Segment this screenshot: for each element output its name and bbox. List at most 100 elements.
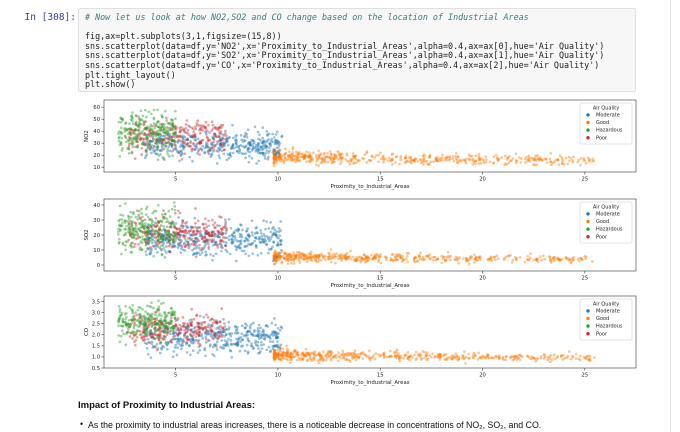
scatter-point bbox=[378, 354, 382, 358]
scatter-point bbox=[191, 226, 195, 229]
scatter-point bbox=[167, 249, 171, 253]
scatter-point bbox=[146, 137, 149, 140]
scatter-point bbox=[168, 239, 171, 242]
scatter-point bbox=[237, 228, 241, 232]
scatter-point bbox=[260, 333, 264, 337]
scatter-point bbox=[273, 317, 276, 320]
scatter-point bbox=[289, 158, 293, 162]
scatter-point bbox=[217, 135, 221, 139]
scatter-point bbox=[186, 137, 190, 141]
scatter-point bbox=[519, 161, 523, 164]
scatter-point bbox=[146, 241, 150, 245]
scatter-point bbox=[361, 258, 365, 262]
scatter-point bbox=[552, 256, 556, 259]
scatter-point bbox=[123, 135, 127, 139]
scatter-point bbox=[128, 137, 132, 140]
scatter-point bbox=[292, 154, 296, 158]
x-axis-label: Proximity_to_Industrial_Areas bbox=[330, 283, 409, 289]
scatter-point bbox=[271, 347, 275, 351]
scatter-point bbox=[273, 256, 277, 259]
scatter-point bbox=[174, 331, 178, 335]
x-axis-label: Proximity_to_Industrial_Areas bbox=[330, 380, 409, 386]
scatter-point bbox=[272, 233, 275, 237]
scatter-point bbox=[315, 254, 319, 258]
scatter-point bbox=[204, 131, 208, 135]
scatter-point bbox=[283, 153, 286, 156]
scatter-point bbox=[156, 307, 159, 311]
scatter-point bbox=[291, 150, 295, 154]
scatter-point bbox=[119, 120, 123, 124]
legend-marker bbox=[586, 128, 590, 132]
scatter-point bbox=[177, 233, 180, 236]
scatter-point bbox=[229, 339, 233, 342]
scatter-figure: 5 10 15 20 25102030405060Proximity_to_Indust… bbox=[84, 99, 637, 386]
scatter-point bbox=[277, 255, 280, 259]
scatter-point bbox=[192, 143, 196, 146]
scatter-point bbox=[381, 155, 385, 159]
scatter-point bbox=[230, 238, 234, 241]
scatter-point bbox=[219, 146, 223, 149]
scatter-point bbox=[317, 361, 321, 365]
scatter-point bbox=[276, 252, 279, 255]
scatter-point bbox=[277, 156, 280, 160]
scatter-point bbox=[202, 226, 206, 230]
scatter-point bbox=[373, 255, 377, 259]
scatter-point bbox=[211, 144, 215, 147]
scatter-point bbox=[368, 356, 371, 360]
scatter-point bbox=[587, 158, 591, 162]
scatter-point bbox=[535, 358, 539, 361]
scatter-point bbox=[192, 252, 196, 256]
scatter-point bbox=[222, 137, 225, 141]
scatter-point bbox=[339, 255, 343, 258]
scatter-point bbox=[267, 248, 271, 251]
scatter-point bbox=[327, 351, 331, 354]
scatter-point bbox=[287, 256, 291, 259]
scatter-point bbox=[134, 137, 138, 141]
scatter-point bbox=[566, 162, 570, 166]
scatter-point bbox=[235, 150, 239, 153]
scatter-point bbox=[544, 157, 548, 161]
legend-label: Poor bbox=[596, 135, 608, 141]
scatter-point bbox=[423, 257, 427, 261]
scatter-point bbox=[404, 154, 408, 158]
scatter-point bbox=[294, 254, 298, 258]
scatter-point bbox=[145, 241, 149, 244]
scatter-point bbox=[194, 147, 197, 151]
scatter-point bbox=[166, 129, 170, 133]
scatter-point bbox=[285, 344, 289, 348]
scatter-point bbox=[274, 259, 278, 263]
scatter-point bbox=[272, 153, 276, 156]
scatter-point bbox=[142, 339, 145, 342]
scatter-point bbox=[148, 232, 152, 235]
code-cell[interactable]: # Now let us look at how NO2,SO2 and CO … bbox=[78, 8, 636, 92]
scatter-point bbox=[591, 157, 594, 161]
scatter-point bbox=[294, 254, 298, 258]
scatter-point bbox=[197, 239, 201, 243]
scatter-point bbox=[266, 157, 270, 161]
scatter-point bbox=[128, 230, 132, 234]
scatter-point bbox=[223, 244, 227, 247]
scatter-point bbox=[270, 235, 273, 239]
scatter-point bbox=[238, 349, 242, 353]
scatter-point bbox=[328, 255, 331, 259]
scatter-point bbox=[318, 156, 321, 160]
scatter-point bbox=[138, 221, 141, 225]
scatter-point bbox=[214, 240, 218, 244]
scatter-point bbox=[243, 239, 247, 243]
scatter-point bbox=[141, 225, 145, 229]
scatter-point bbox=[161, 139, 164, 142]
scatter-point bbox=[537, 159, 541, 162]
scatter-point bbox=[190, 126, 194, 130]
scatter-point bbox=[137, 115, 141, 118]
scatter-point bbox=[150, 223, 153, 227]
scatter-point bbox=[119, 132, 123, 135]
scatter-point bbox=[395, 258, 398, 262]
scatter-point bbox=[261, 238, 264, 241]
scatter-point bbox=[264, 227, 267, 231]
scatter-point bbox=[273, 356, 276, 359]
scatter-point bbox=[209, 142, 213, 146]
scatter-point bbox=[165, 330, 169, 334]
scatter-point bbox=[147, 242, 150, 246]
scatter-point bbox=[212, 240, 216, 243]
scatter-point bbox=[176, 237, 180, 240]
